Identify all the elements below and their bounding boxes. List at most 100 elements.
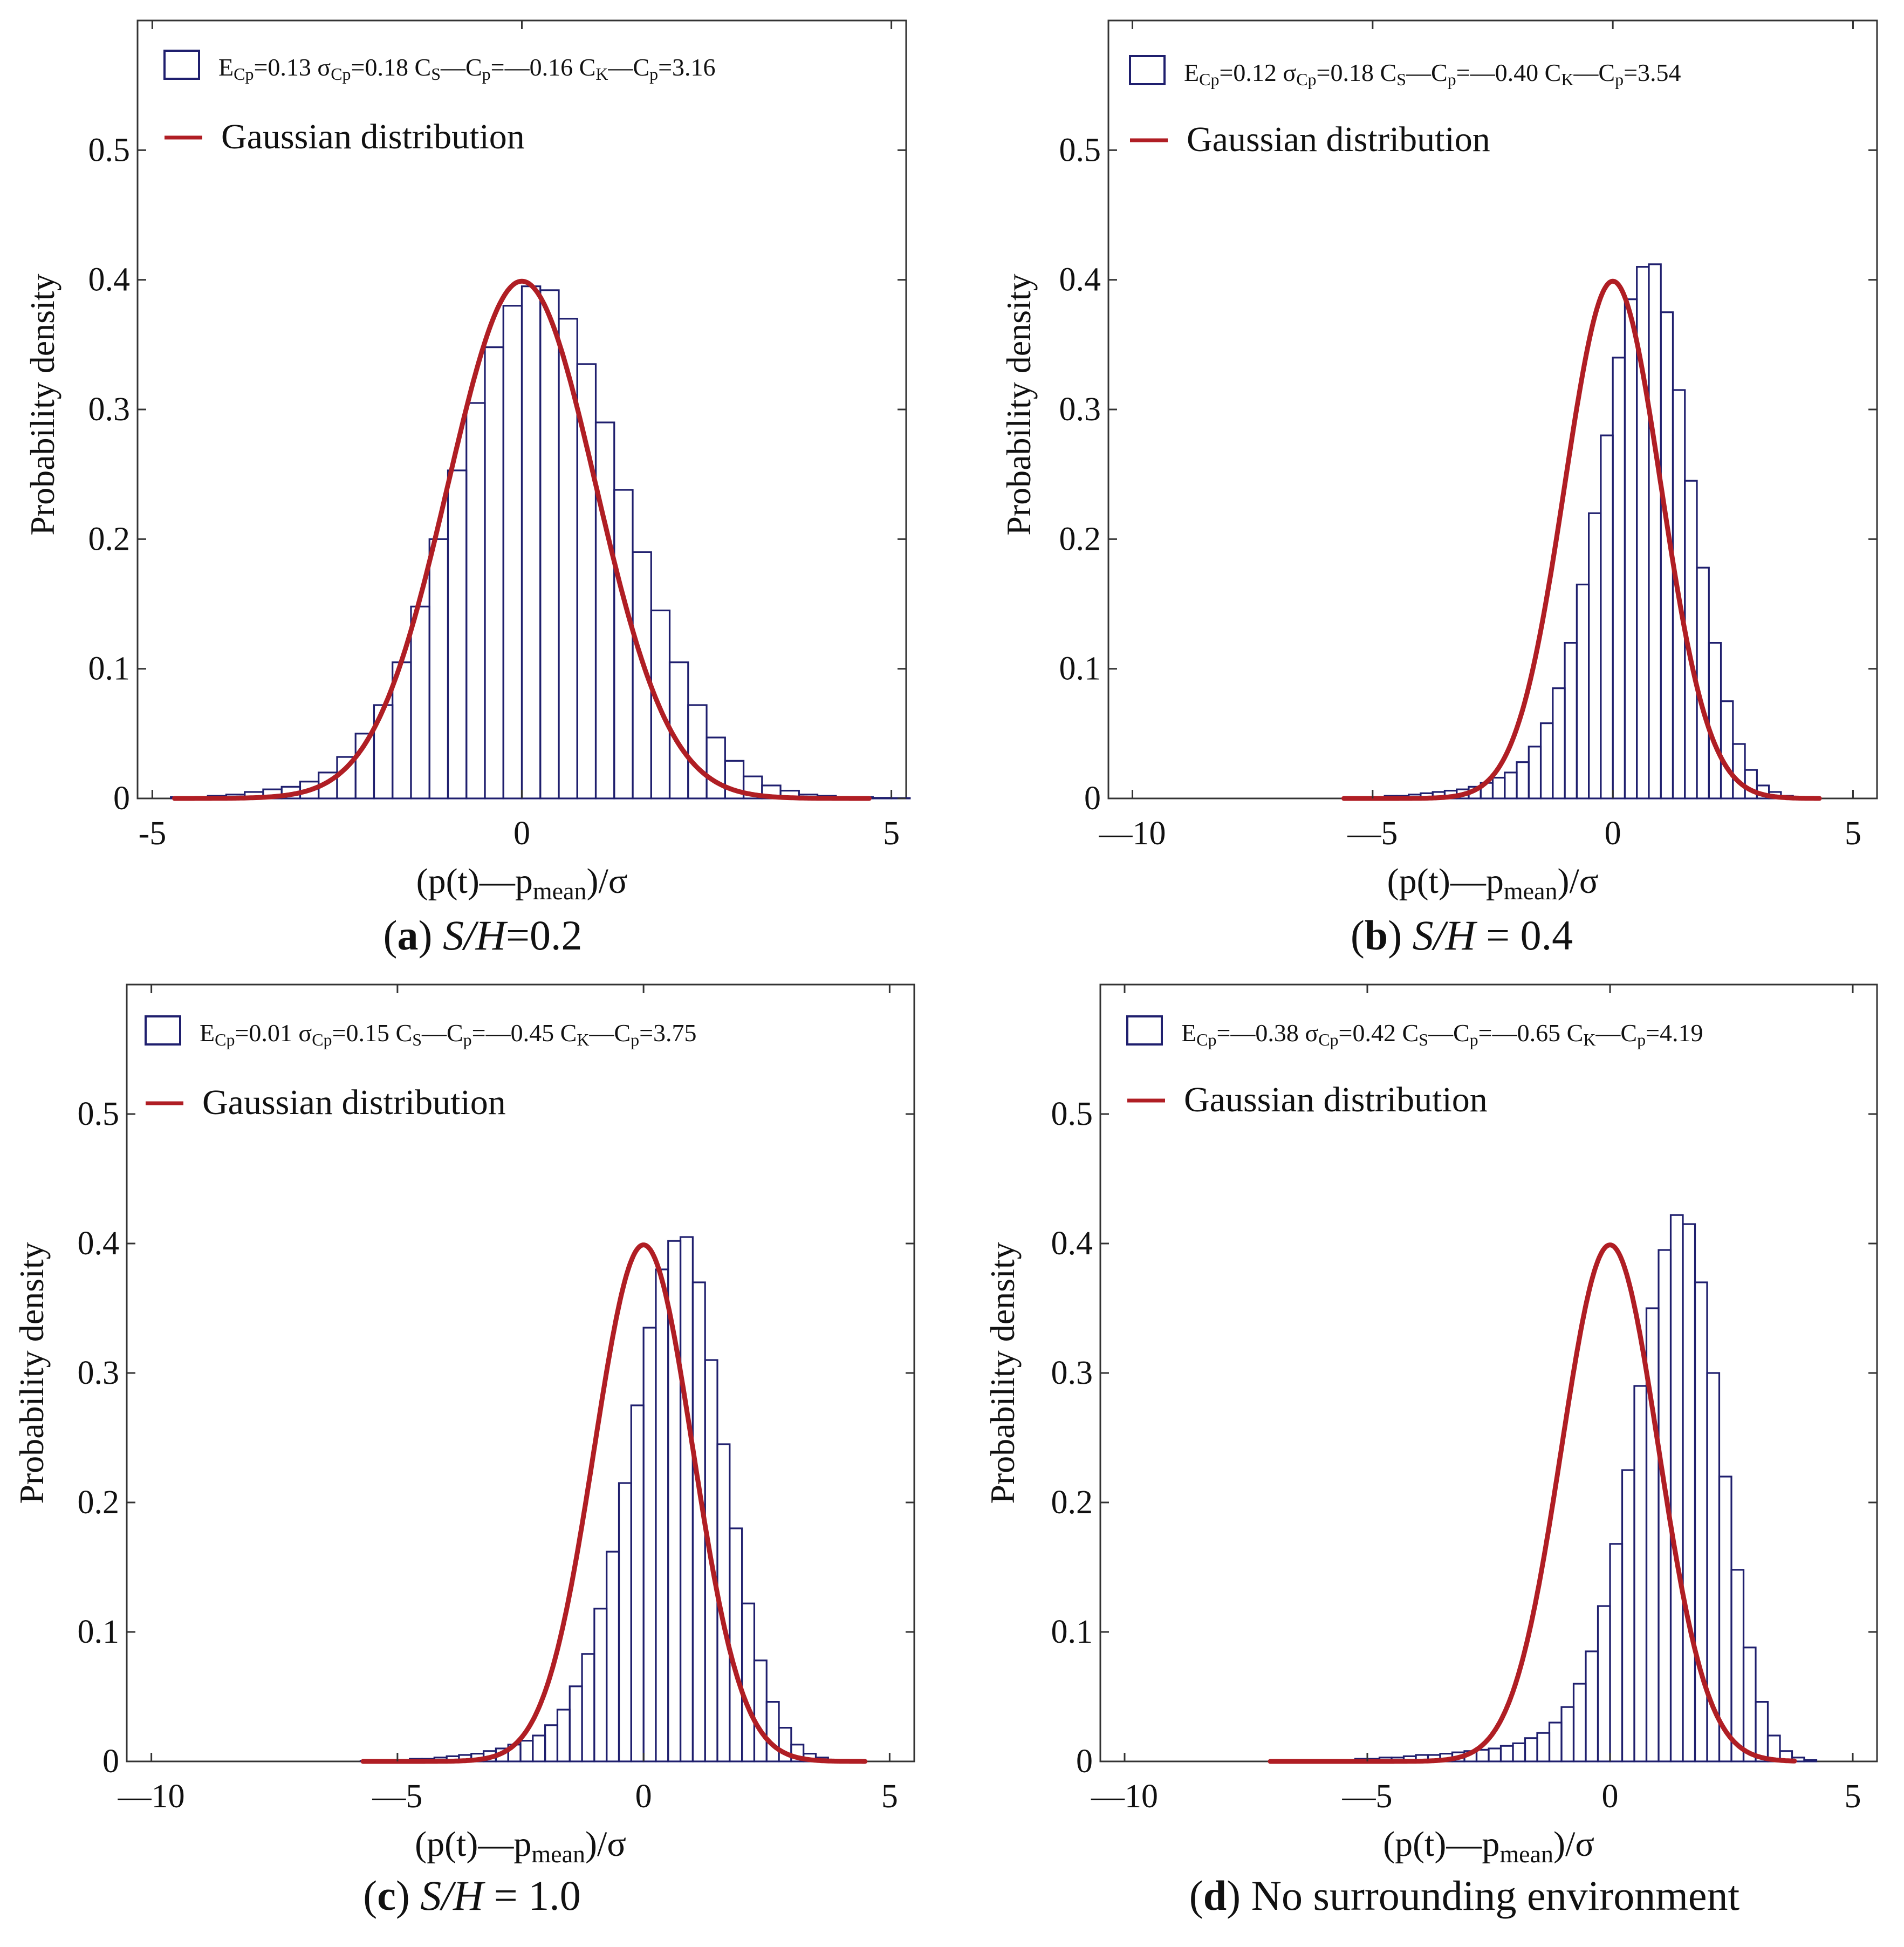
histogram-bar — [1585, 1650, 1599, 1762]
caption-parameter: S/H — [420, 1872, 485, 1919]
x-axis-label-subscript: mean — [533, 877, 587, 905]
legend-stat-cs-sub: S — [1419, 1030, 1428, 1049]
legend-stat-ck-p-sub: p — [1637, 1030, 1646, 1049]
y-axis-label: Probability density — [983, 1242, 1022, 1504]
legend-stat-ck-p-sub: p — [649, 64, 658, 84]
histogram-bar — [1572, 1683, 1587, 1762]
legend-stat-cs-sub: S — [1396, 70, 1406, 89]
legend-histogram-swatch — [1126, 1015, 1163, 1046]
caption-parameter: S/H — [443, 912, 508, 959]
legend-histogram-swatch — [1129, 55, 1166, 85]
histogram-bar — [1755, 1701, 1769, 1762]
legend-stat-sigma: σ — [1277, 59, 1297, 86]
y-tick-label: 0.3 — [1051, 1355, 1093, 1391]
histogram-bar — [1548, 1721, 1563, 1762]
y-tick-label: 0.3 — [1059, 391, 1101, 428]
legend-stat-sigma-val: =0.42 — [1339, 1019, 1396, 1047]
x-axis-label-main: (p(t)—p — [415, 1825, 531, 1864]
x-tick-label: -5 — [139, 815, 167, 852]
legend-stat-ck-p-sub: p — [631, 1030, 639, 1049]
histogram-bar — [741, 1602, 756, 1762]
legend-stat-sigma-sub: Cp — [1318, 1030, 1338, 1049]
histogram-bar — [1600, 434, 1614, 800]
legend-stat-ck: C — [1560, 1019, 1583, 1047]
legend-curve-label: Gaussian distribution — [221, 117, 525, 156]
legend-histogram-label: ECp=—0.38 σCp=0.42 CS—Cp=—0.65 CK—Cp=4.1… — [1181, 1019, 1703, 1049]
x-tick-label: 5 — [883, 815, 900, 852]
legend-curve-label: Gaussian distribution — [1184, 1080, 1488, 1119]
histogram-bar — [539, 289, 560, 800]
histogram-bar — [1720, 700, 1734, 800]
histogram-bar — [1624, 298, 1638, 800]
histogram-bar — [410, 605, 430, 800]
caption-parameter: S/H — [1413, 912, 1478, 959]
y-tick-label: 0 — [1084, 780, 1101, 817]
legend-stat-sigma: σ — [311, 53, 331, 81]
panel-d: 0 0.1 0.2 0.3 0.4 0.5 —10 —5 0 5 (p(t)—pmean)/σ Pro… — [983, 983, 1878, 1919]
legend-stat-sigma-sub: Cp — [331, 64, 351, 84]
y-tick-label: 0.5 — [88, 132, 131, 168]
histogram-bar — [428, 538, 449, 800]
histogram-bar — [581, 1653, 595, 1762]
histogram-bar — [1597, 1605, 1611, 1762]
legend-curve-label: Gaussian distribution — [1187, 120, 1490, 159]
gaussian-curve — [1268, 1242, 1797, 1764]
legend-histogram-label: ECp=0.01 σCp=0.15 CS—Cp=—0.45 CK—Cp=3.75 — [200, 1019, 697, 1049]
x-axis-label-tail: )/σ — [1558, 862, 1599, 901]
histogram-bar — [1504, 771, 1518, 800]
histogram-bar — [1633, 1385, 1648, 1762]
caption-letter: b — [1365, 912, 1388, 959]
legend-stat-ck-sub: K — [1583, 1030, 1595, 1049]
x-tick-label: 0 — [1605, 815, 1621, 852]
histogram-bar — [1536, 1732, 1551, 1762]
histogram-bar — [687, 704, 708, 800]
legend-stat-cs-p-sub: p — [1448, 70, 1456, 89]
legend-histogram-swatch — [145, 1015, 181, 1046]
legend-stat-ck-val: =4.19 — [1646, 1019, 1703, 1047]
legend-stat-cs-sub: S — [412, 1030, 422, 1049]
legend-stat-sigma-val: =0.15 — [332, 1019, 389, 1047]
legend-stat-ck-val: =3.54 — [1624, 59, 1681, 86]
y-tick-label: 0.5 — [1051, 1096, 1093, 1132]
histogram-bar — [544, 1724, 559, 1762]
legend-stat-cs-minus: —C — [1428, 1019, 1470, 1047]
y-tick-label: 0 — [113, 780, 130, 817]
x-tick-label: 0 — [1602, 1778, 1619, 1815]
legend-stat-e: E — [200, 1019, 215, 1047]
legend-stat-ck: C — [1538, 59, 1561, 86]
x-tick-label: 5 — [1845, 1778, 1861, 1815]
y-tick-label: 0.5 — [78, 1096, 120, 1132]
legend-stat-e-val: =0.01 — [235, 1019, 292, 1047]
histogram-bar — [1539, 722, 1554, 800]
legend-stat-ck-sub: K — [1561, 70, 1573, 89]
legend-stat-ck-sub: K — [595, 64, 608, 84]
histogram-bar — [1499, 1745, 1514, 1762]
y-tick-label: 0.2 — [1059, 521, 1101, 557]
y-tick-label: 0.1 — [78, 1614, 120, 1650]
histogram-bar — [1588, 512, 1602, 800]
legend-stat-e-sub: Cp — [234, 64, 254, 84]
panel-caption: (b) S/H = 0.4 — [1351, 912, 1573, 959]
caption-close-paren: ) — [1388, 912, 1412, 959]
histogram-bar — [1576, 583, 1590, 800]
histogram-bar — [465, 402, 486, 800]
legend-stat-cs-p-sub: p — [1470, 1030, 1478, 1049]
x-axis-label-tail: )/σ — [587, 862, 628, 901]
panel-b: 0 0.1 0.2 0.3 0.4 0.5 —10 —5 0 5 (p(t)—pmean)/σ Pro… — [999, 19, 1878, 959]
histogram-bar — [1524, 1737, 1538, 1762]
legend-stat-ck: C — [554, 1019, 577, 1047]
y-tick-label: 0.3 — [78, 1355, 120, 1391]
histogram-bar — [1609, 1543, 1624, 1762]
legend-stat-cs-val: =—0.16 — [491, 53, 573, 81]
histogram-bar — [679, 1236, 694, 1762]
histogram-bar — [1708, 641, 1722, 800]
y-tick-label: 0.2 — [1051, 1484, 1093, 1521]
caption-value: = 0.4 — [1476, 912, 1573, 959]
x-axis-label: (p(t)—pmean)/σ — [1383, 1825, 1594, 1868]
histogram-bar — [593, 1608, 608, 1762]
caption-open-paren: ( — [383, 912, 398, 959]
panel-caption: (d) No surrounding environment — [1189, 1872, 1740, 1919]
y-tick-label: 0.4 — [1059, 262, 1101, 298]
histogram-bar — [1552, 687, 1566, 800]
gaussian-curve — [1341, 278, 1822, 801]
